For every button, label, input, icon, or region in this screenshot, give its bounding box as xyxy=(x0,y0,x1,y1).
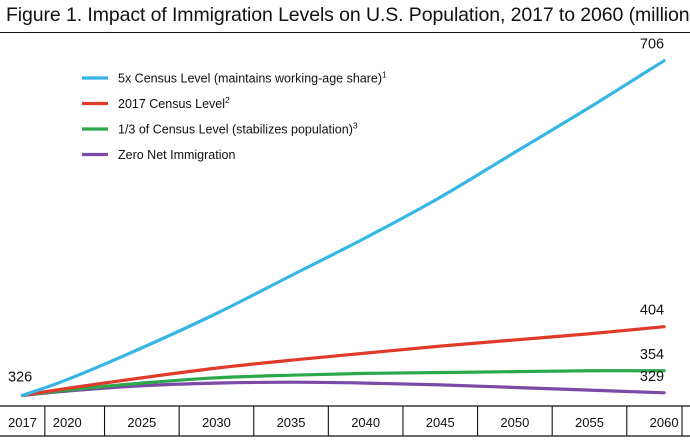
legend: 5x Census Level (maintains working-age s… xyxy=(82,70,387,162)
end-value-label-zero-net-immigration: 329 xyxy=(640,369,664,385)
x-tick-label-2035: 2035 xyxy=(277,415,306,430)
x-tick-label-2045: 2045 xyxy=(426,415,455,430)
legend-label-zero-net-immigration: Zero Net Immigration xyxy=(118,148,235,162)
chart-title: Figure 1. Impact of Immigration Levels o… xyxy=(6,4,690,26)
end-value-label-2017-census-level: 404 xyxy=(640,303,664,319)
series-line-1-3-of-census-level-stabilizes-population xyxy=(20,369,666,398)
x-tick-label-2030: 2030 xyxy=(202,415,231,430)
legend-label-2017-census-level: 2017 Census Level2 xyxy=(118,95,230,111)
x-tick-label-2020: 2020 xyxy=(53,415,82,430)
x-tick-label-2025: 2025 xyxy=(127,415,156,430)
x-axis: 2017 2020 2025 2030 2035 2040 2045 2050 2055 2060 xyxy=(0,405,690,437)
end-value-label-1-3-of-census-level-stabilizes-population: 354 xyxy=(640,347,664,363)
x-tick-label-2050: 2050 xyxy=(500,415,529,430)
series-line-2017-census-level xyxy=(20,325,666,398)
series-line-5x-census-level-maintains-working-age-share xyxy=(20,59,666,398)
x-tick-label-2060: 2060 xyxy=(650,415,679,430)
series-line-zero-net-immigration xyxy=(20,380,666,398)
end-value-label-5x-census-level-maintains-working-age-share: 706 xyxy=(640,37,664,53)
value-labels: 326 706 404 354 329 xyxy=(8,37,664,386)
series-lines xyxy=(20,59,666,398)
title-rule xyxy=(0,32,690,33)
x-tick-label-2040: 2040 xyxy=(351,415,380,430)
start-value-label: 326 xyxy=(8,369,32,385)
x-tick-label-2055: 2055 xyxy=(575,415,604,430)
x-tick-label-2017: 2017 xyxy=(8,415,37,430)
legend-label-5x-census-level-maintains-working-age-share: 5x Census Level (maintains working-age s… xyxy=(118,70,387,86)
legend-label-1-3-of-census-level-stabilizes-population: 1/3 of Census Level (stabilizes populati… xyxy=(118,121,358,137)
